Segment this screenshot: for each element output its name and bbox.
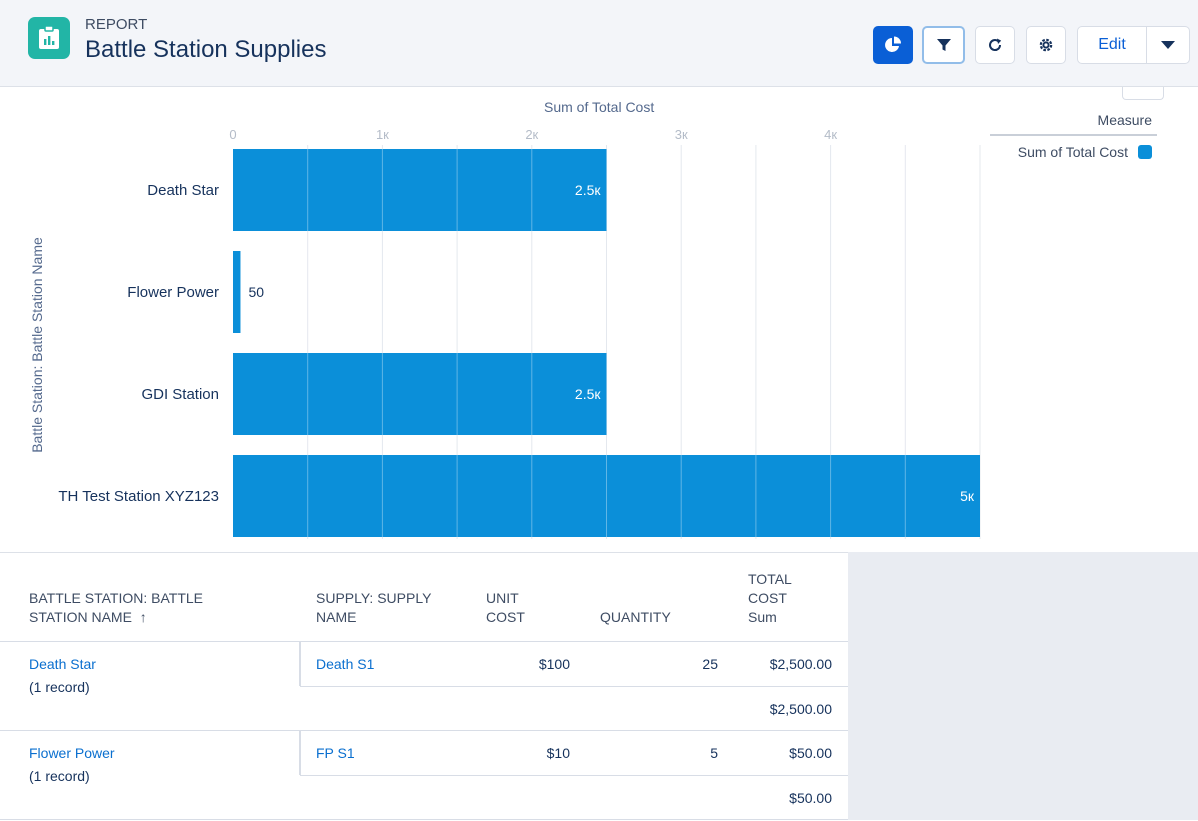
column-header-line: TOTAL — [748, 571, 792, 587]
legend-entry: Sum of Total Cost — [990, 144, 1152, 160]
report-header: REPORT Battle Station Supplies Edit — [0, 0, 1198, 87]
y-tick-label: GDI Station — [141, 386, 219, 403]
report-icon — [28, 17, 70, 59]
total-cost-value: $50.00 — [789, 745, 832, 761]
total-cost-value: $2,500.00 — [769, 656, 832, 672]
column-header-total-cost[interactable]: TOTAL COST Sum — [748, 570, 792, 627]
column-header-line: COST — [748, 590, 787, 606]
data-label: 2.5к — [575, 386, 601, 402]
data-label: 5к — [960, 488, 975, 504]
edit-menu-button[interactable] — [1146, 26, 1190, 64]
chart-settings-tab[interactable] — [1122, 87, 1164, 100]
bar-chart: 0 1к 2к 3к 4к Death Star 2.5к Flower Power 50 GDI… — [58, 127, 981, 539]
legend-entry-label: Sum of Total Cost — [1017, 144, 1128, 160]
column-header-line: BATTLE STATION: BATTLE — [29, 590, 203, 606]
report-eyebrow: REPORT — [85, 16, 148, 33]
edit-button-label: Edit — [1098, 36, 1126, 53]
sort-ascending-icon[interactable]: ↑ — [139, 609, 147, 625]
column-header-supply[interactable]: SUPPLY: SUPPLY NAME — [316, 589, 431, 627]
x-axis-title: Sum of Total Cost — [544, 99, 655, 115]
x-tick-label: 3к — [675, 127, 688, 142]
bar — [233, 149, 607, 231]
group-name-link[interactable]: Death Star — [29, 656, 96, 672]
data-label: 50 — [248, 284, 264, 300]
gear-icon — [1039, 38, 1053, 52]
x-tick-label: 4к — [824, 127, 837, 142]
column-header-battle-station[interactable]: BATTLE STATION: BATTLE STATION NAME ↑ — [29, 589, 203, 627]
filter-button[interactable] — [922, 26, 965, 64]
column-header-line: UNIT — [486, 590, 519, 606]
edit-button[interactable]: Edit — [1077, 26, 1147, 64]
supply-name-link[interactable]: Death S1 — [316, 656, 375, 672]
bar — [233, 353, 607, 435]
table-divider — [0, 730, 848, 731]
x-tick-label: 0 — [229, 127, 236, 142]
column-header-unit-cost[interactable]: UNIT COST — [486, 589, 525, 627]
column-header-line: COST — [486, 609, 525, 625]
chevron-down-icon — [1161, 41, 1175, 49]
chart-toggle-button[interactable] — [873, 26, 913, 64]
legend-title: Measure — [1097, 112, 1152, 128]
subtotal-value: $2,500.00 — [769, 701, 832, 717]
quantity-value: 25 — [702, 656, 718, 672]
column-header-quantity[interactable]: QUANTITY — [600, 609, 671, 625]
column-header-line: SUPPLY: SUPPLY — [316, 590, 432, 606]
legend-divider — [990, 134, 1157, 136]
table-divider — [300, 775, 848, 776]
quantity-value: 5 — [710, 745, 718, 761]
bar — [233, 455, 980, 537]
bar — [233, 251, 241, 333]
y-tick-label: TH Test Station XYZ123 — [58, 488, 219, 505]
filter-icon — [936, 39, 951, 51]
column-header-line: STATION NAME — [29, 609, 132, 625]
chart-icon — [885, 36, 901, 52]
data-label: 2.5к — [575, 182, 601, 198]
supply-name-link[interactable]: FP S1 — [316, 745, 355, 761]
table-divider — [299, 642, 301, 686]
column-header-line: NAME — [316, 609, 357, 625]
group-record-count: (1 record) — [29, 768, 90, 784]
unit-cost-value: $10 — [546, 745, 570, 761]
table-empty-area — [848, 552, 1198, 820]
x-tick-label: 2к — [525, 127, 538, 142]
refresh-button[interactable] — [975, 26, 1015, 64]
subtotal-value: $50.00 — [789, 790, 832, 806]
group-record-count: (1 record) — [29, 679, 90, 695]
unit-cost-value: $100 — [538, 656, 570, 672]
refresh-icon — [989, 38, 1002, 51]
column-header-line: Sum — [748, 609, 777, 625]
legend-swatch — [1138, 145, 1152, 159]
page-title: Battle Station Supplies — [85, 36, 327, 63]
y-tick-label: Death Star — [147, 182, 219, 199]
table-divider — [0, 641, 848, 642]
group-name-link[interactable]: Flower Power — [29, 745, 115, 761]
table-divider — [300, 686, 848, 687]
table-divider — [299, 731, 301, 775]
x-tick-label: 1к — [376, 127, 389, 142]
settings-button[interactable] — [1026, 26, 1066, 64]
y-tick-label: Flower Power — [127, 284, 219, 301]
